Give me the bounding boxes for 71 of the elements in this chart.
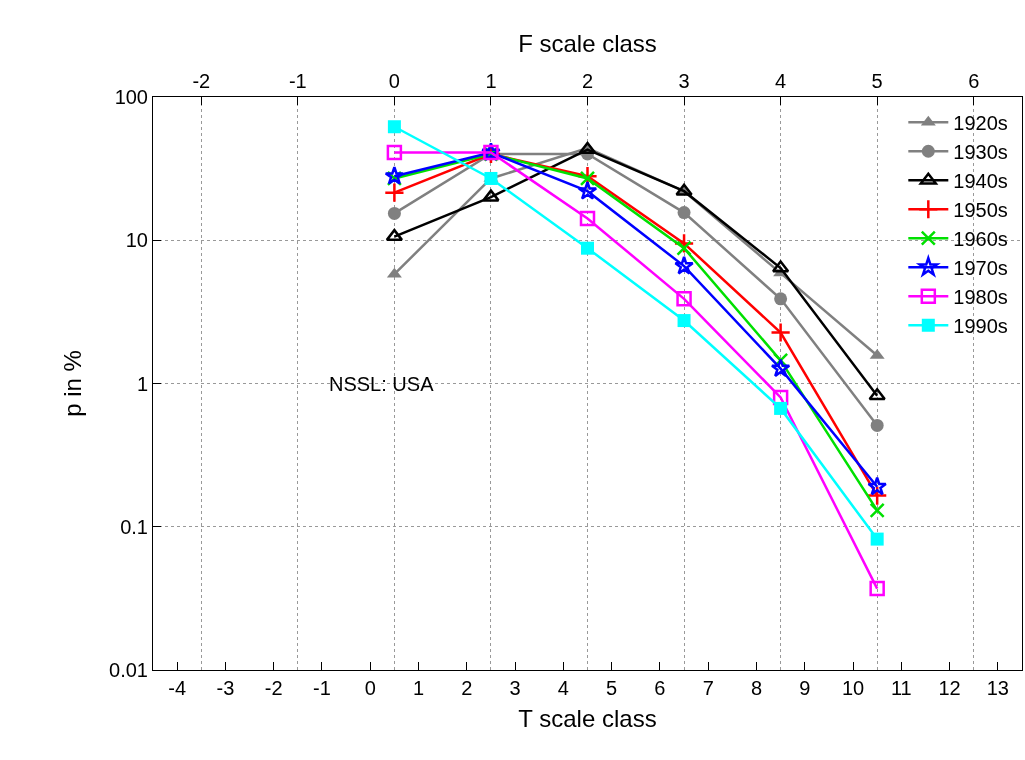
legend-label: 1950s [953,199,1008,222]
legend-label: 1990s [953,315,1008,338]
point [770,322,791,343]
point [579,210,596,227]
point [387,120,401,134]
x-tick-label: -3 [216,677,235,699]
point [482,189,500,202]
point [386,144,403,161]
x-tick-label: -4 [168,677,187,699]
x-tick-label: 4 [557,677,569,699]
x-tick-label: 7 [702,677,714,699]
point [676,291,692,307]
x2-tick-label: -1 [288,70,307,92]
annotation: NSSL: USA [329,373,435,395]
legend-label: 1960s [953,228,1008,251]
x2-tick-label: -2 [192,70,211,92]
y-tick-label: 0.01 [109,659,148,681]
x2-tick-label: 1 [485,70,497,92]
x-tick-label: 3 [509,677,521,699]
x2-tick-label: 3 [678,70,690,92]
x-tick-label: 5 [606,677,618,699]
legend-label: 1970s [953,257,1008,280]
x2-tick-label: 4 [775,70,787,92]
point [774,401,788,415]
point [384,165,405,185]
point [677,314,691,328]
y-tick-label: 10 [125,229,148,252]
x-tick-label: -1 [313,677,331,699]
x2-axis-title: F scale class [518,30,657,58]
x-tick-label: 1 [412,677,425,699]
point [868,388,886,401]
x2-tick-label: 5 [871,70,883,92]
x-tick-label: 6 [654,677,666,699]
x-tick-label: 8 [750,677,763,699]
point [581,241,594,255]
point [674,255,694,275]
point [867,476,888,496]
x-tick-label: 11 [890,677,912,699]
x-tick-label: -2 [264,677,283,699]
x-tick-label: 10 [841,677,865,699]
point [774,292,788,306]
y-tick-label: 1 [136,372,148,395]
point [577,180,598,200]
point [387,206,401,220]
legend-label: 1930s [953,141,1008,164]
point [384,182,405,203]
x-tick-label: 12 [938,677,961,699]
x-tick-label: 2 [461,677,473,699]
point [870,532,884,546]
point [770,358,791,378]
x-tick-label: 9 [799,677,811,699]
x2-tick-label: 6 [968,70,980,92]
x-axis-title: T scale class [518,705,657,733]
y-axis-title: p in % [59,350,87,417]
point [870,418,884,432]
legend-label: 1920s [953,112,1008,135]
y-tick-label: 0.1 [120,515,148,538]
x2-tick-label: 2 [581,70,594,92]
x-tick-label: 0 [364,677,376,699]
legend-label: 1980s [953,286,1008,309]
point [677,206,691,220]
point [772,389,789,406]
legend-label: 1940s [953,170,1008,193]
point [385,228,404,242]
x-tick-label: 13 [986,677,1009,699]
point [579,170,596,187]
x2-tick-label: 0 [388,70,400,92]
point [676,240,692,256]
y-tick-label: 100 [114,86,148,108]
point [869,502,885,519]
point [869,580,885,597]
